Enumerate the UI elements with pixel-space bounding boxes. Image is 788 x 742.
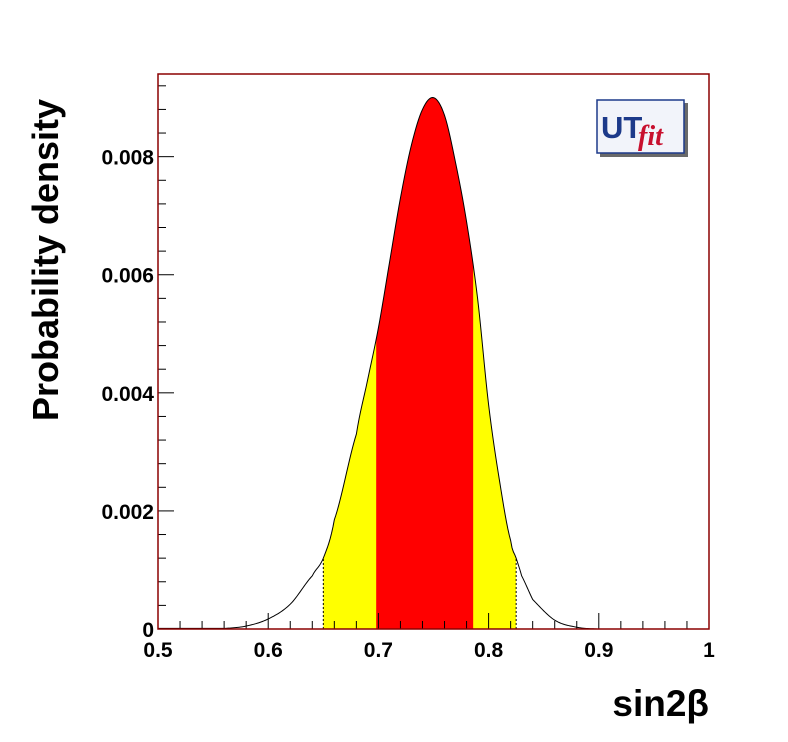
y-tick-label: 0.006: [101, 265, 154, 288]
x-axis-title: sin2β: [612, 683, 709, 724]
x-tick-label: 1: [703, 639, 715, 662]
y-tick-label: 0.002: [101, 501, 154, 524]
y-tick-label: 0.008: [101, 147, 154, 170]
region-68: [376, 97, 474, 629]
plot-frame: [157, 73, 710, 630]
x-tick-label: 0.7: [364, 639, 393, 662]
x-tick-label: 0.6: [254, 639, 283, 662]
y-tick-label: 0.004: [101, 383, 154, 406]
ticks-group: [157, 85, 710, 630]
utfit-logo: UT fit: [596, 99, 688, 157]
y-axis-title: Probability density: [25, 99, 66, 421]
logo-ut-text: UT: [601, 110, 642, 145]
logo-fit-text: fit: [638, 121, 664, 152]
x-tick-label: 0.9: [584, 639, 613, 662]
logo-box: [596, 99, 685, 154]
x-tick-label: 0.5: [143, 639, 173, 662]
x-tick-label: 0.8: [474, 639, 504, 662]
tick-labels-group: 0.5 0.6 0.7 0.8 0.9 1 0 0.002 0.004 0.006 0.008: [101, 147, 715, 662]
y-tick-label: 0: [142, 619, 154, 642]
